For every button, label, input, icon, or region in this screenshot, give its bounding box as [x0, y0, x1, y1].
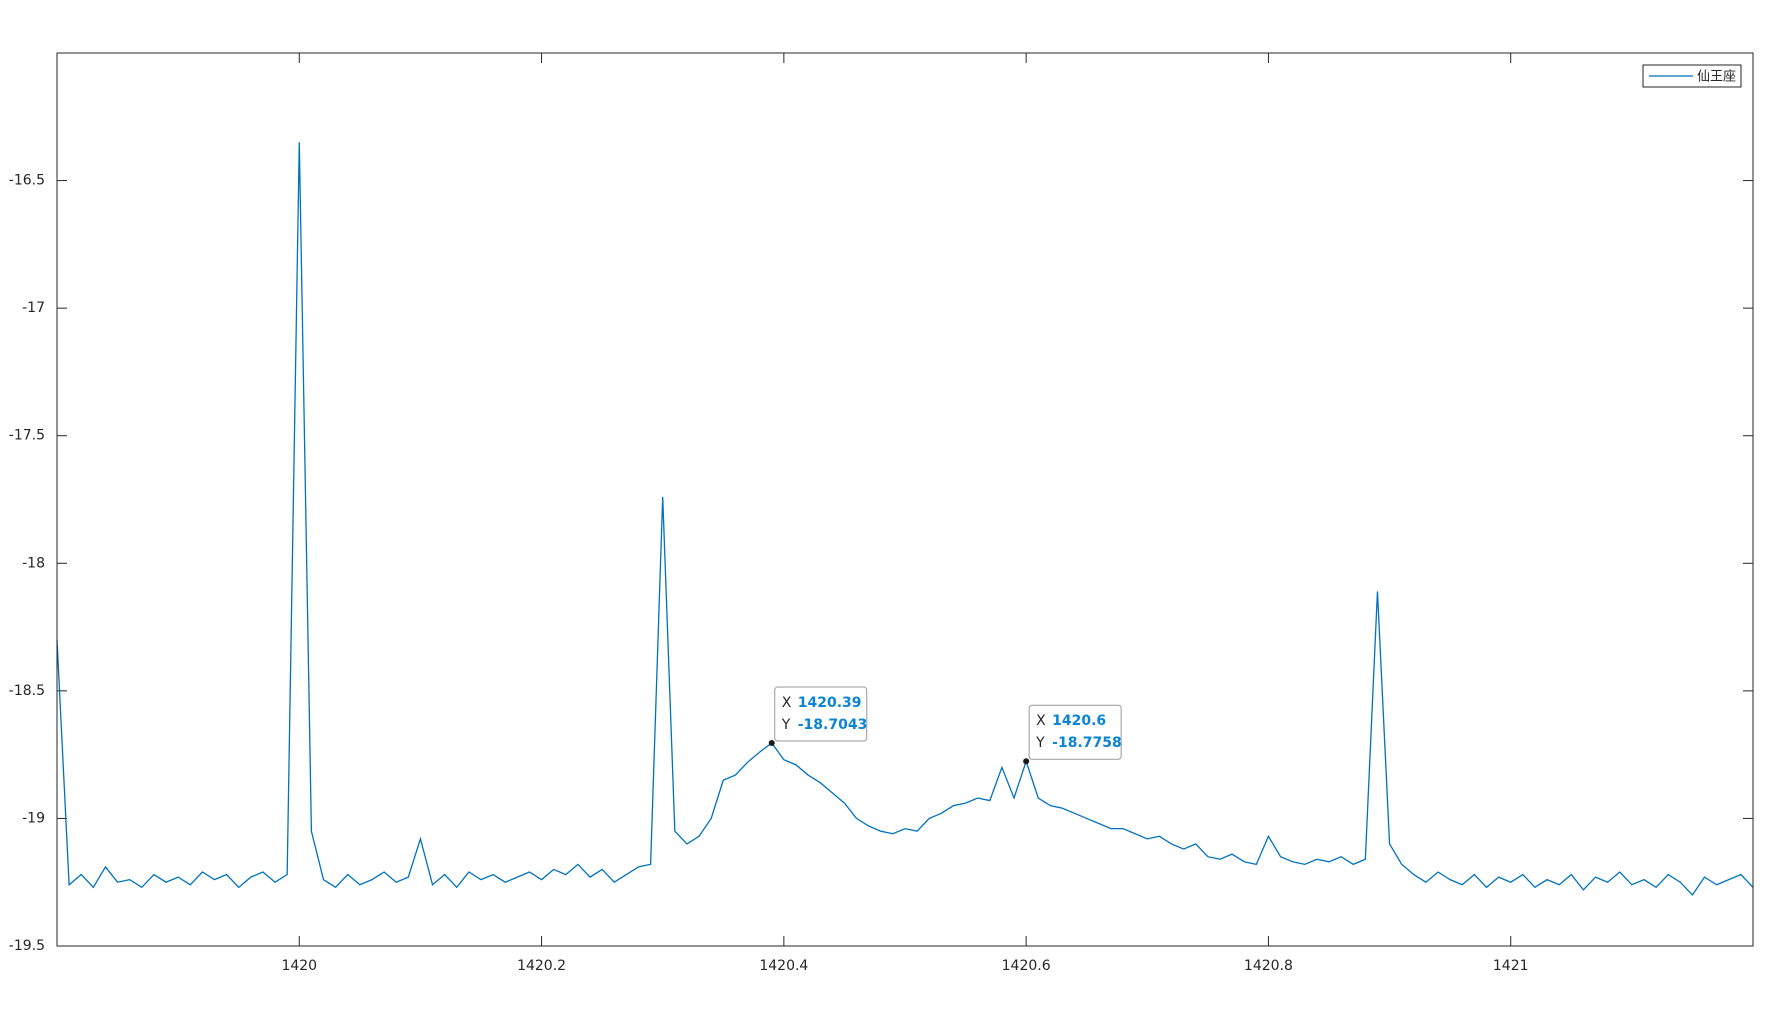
x-tick-label: 1420.6: [1002, 958, 1051, 974]
data-line: [56, 142, 1754, 897]
plot-area: [57, 53, 1753, 946]
data-tip-box: [774, 686, 868, 742]
y-tick-label: -19: [22, 810, 45, 826]
data-tip-label: X: [1036, 713, 1046, 729]
data-tip-label: Y: [781, 717, 791, 733]
data-tip-label: X: [782, 695, 792, 711]
x-tick-label: 1420.8: [1244, 958, 1293, 974]
y-tick-label: -19.5: [9, 938, 45, 954]
y-tick-label: -16.5: [9, 173, 45, 189]
y-tick-label: -18.5: [9, 683, 45, 699]
axes-box: [56, 52, 1754, 947]
x-tick-label: 1420.4: [759, 958, 808, 974]
y-tick-label: -18: [22, 555, 45, 571]
data-tip-label: Y: [1035, 735, 1045, 751]
data-tip-marker: [768, 739, 775, 746]
y-tick-label: -17.5: [9, 428, 45, 444]
legend: 仙王座: [1642, 64, 1742, 88]
legend-label: 仙王座: [1697, 70, 1736, 85]
y-tick-label: -17: [22, 300, 45, 316]
data-tip-value: 1420.39: [798, 695, 862, 711]
x-tick-label: 1421: [1493, 958, 1529, 974]
x-tick-label: 1420: [281, 958, 317, 974]
data-tip-value: 1420.6: [1052, 713, 1106, 729]
x-tick-label: 1420.2: [517, 958, 566, 974]
data-tip-value: -18.7758: [1052, 735, 1122, 751]
data-tip-marker: [1023, 758, 1030, 765]
data-tip-box: [1028, 704, 1122, 760]
data-tip-value: -18.7043: [798, 717, 868, 733]
